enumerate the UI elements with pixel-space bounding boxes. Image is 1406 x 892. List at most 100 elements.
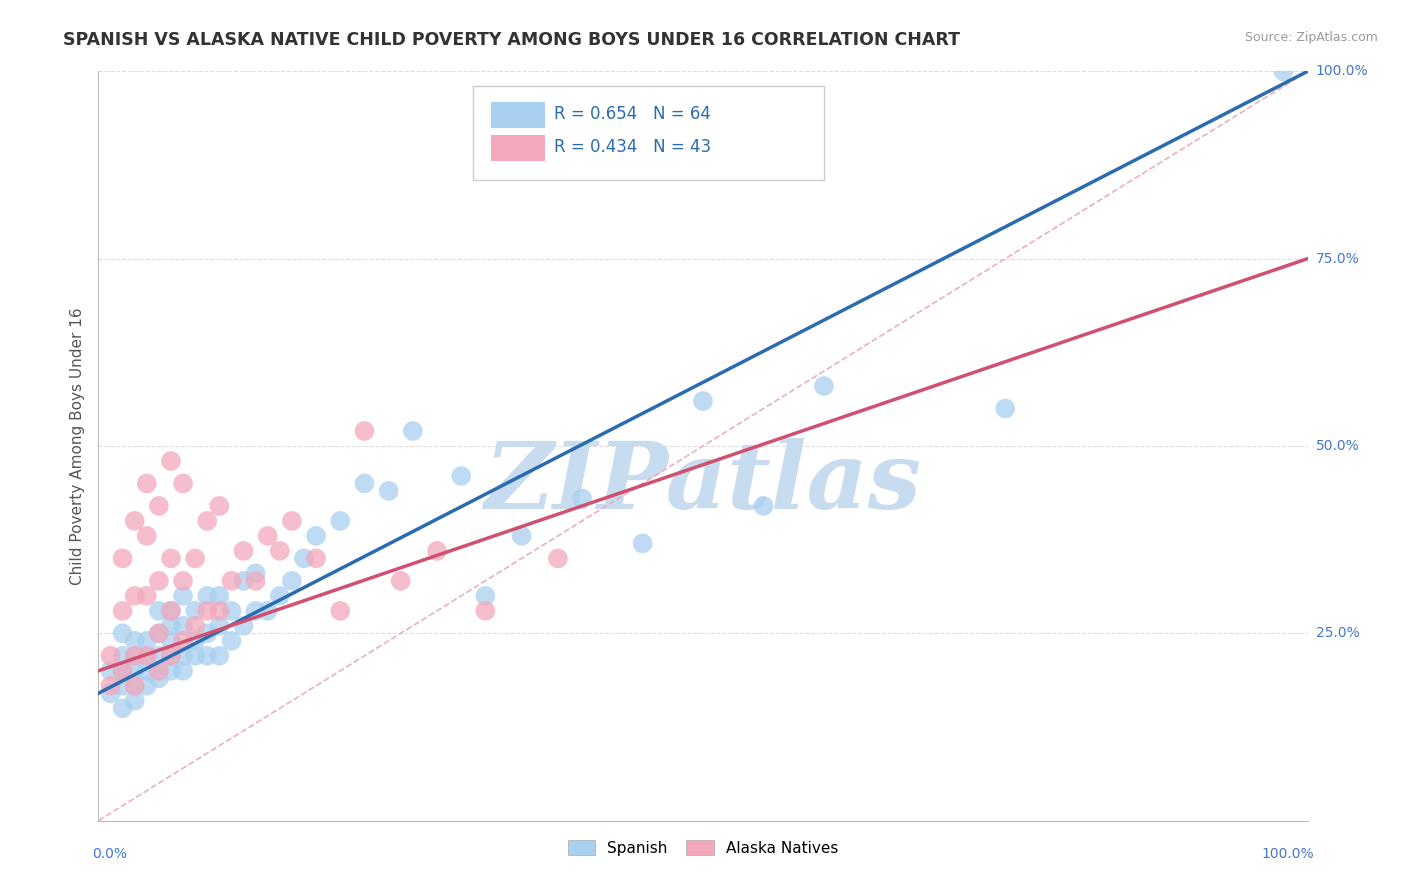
Point — [353, 424, 375, 438]
Point — [305, 551, 328, 566]
Text: Source: ZipAtlas.com: Source: ZipAtlas.com — [1244, 31, 1378, 45]
Point — [160, 648, 183, 663]
Point — [111, 551, 134, 566]
Point — [160, 604, 183, 618]
Point — [148, 664, 170, 678]
Text: 0.0%: 0.0% — [93, 847, 128, 861]
Point — [111, 701, 134, 715]
Point — [100, 686, 122, 700]
Point — [135, 679, 157, 693]
Point — [148, 671, 170, 685]
Point — [148, 604, 170, 618]
Point — [172, 476, 194, 491]
Point — [111, 664, 134, 678]
Point — [208, 648, 231, 663]
Point — [111, 648, 134, 663]
Point — [269, 589, 291, 603]
Point — [195, 514, 218, 528]
Point — [510, 529, 533, 543]
Text: SPANISH VS ALASKA NATIVE CHILD POVERTY AMONG BOYS UNDER 16 CORRELATION CHART: SPANISH VS ALASKA NATIVE CHILD POVERTY A… — [63, 31, 960, 49]
Point — [135, 633, 157, 648]
Point — [377, 483, 399, 498]
Point — [160, 664, 183, 678]
Text: ZIPatlas: ZIPatlas — [485, 439, 921, 528]
Point — [148, 664, 170, 678]
Point — [195, 589, 218, 603]
Point — [208, 619, 231, 633]
Legend: Spanish, Alaska Natives: Spanish, Alaska Natives — [561, 833, 845, 862]
Point — [305, 529, 328, 543]
Point — [221, 574, 243, 588]
Point — [111, 604, 134, 618]
Point — [148, 626, 170, 640]
Point — [124, 664, 146, 678]
Text: 100.0%: 100.0% — [1316, 64, 1368, 78]
Point — [111, 664, 134, 678]
Point — [160, 604, 183, 618]
Point — [124, 648, 146, 663]
Point — [124, 694, 146, 708]
Point — [148, 648, 170, 663]
Point — [124, 589, 146, 603]
Point — [160, 551, 183, 566]
Point — [100, 664, 122, 678]
Point — [221, 633, 243, 648]
Point — [172, 633, 194, 648]
Point — [292, 551, 315, 566]
Text: 75.0%: 75.0% — [1316, 252, 1360, 266]
Point — [245, 574, 267, 588]
Point — [329, 514, 352, 528]
Point — [124, 679, 146, 693]
Point — [184, 619, 207, 633]
Point — [124, 514, 146, 528]
Point — [195, 626, 218, 640]
FancyBboxPatch shape — [492, 135, 544, 161]
Point — [281, 514, 304, 528]
Point — [160, 619, 183, 633]
Point — [148, 626, 170, 640]
Point — [752, 499, 775, 513]
Point — [256, 529, 278, 543]
Point — [124, 633, 146, 648]
Point — [135, 648, 157, 663]
Point — [135, 589, 157, 603]
Point — [547, 551, 569, 566]
Point — [111, 626, 134, 640]
Point — [160, 648, 183, 663]
Point — [184, 633, 207, 648]
Point — [172, 574, 194, 588]
Point — [1272, 64, 1295, 78]
Point — [631, 536, 654, 550]
Point — [148, 574, 170, 588]
Point — [232, 574, 254, 588]
Point — [172, 648, 194, 663]
Point — [160, 454, 183, 468]
Point — [571, 491, 593, 506]
Point — [124, 648, 146, 663]
Point — [195, 604, 218, 618]
Text: R = 0.654   N = 64: R = 0.654 N = 64 — [554, 105, 711, 123]
Text: 25.0%: 25.0% — [1316, 626, 1360, 640]
Point — [111, 679, 134, 693]
Point — [256, 604, 278, 618]
Point — [184, 648, 207, 663]
Point — [208, 604, 231, 618]
Point — [124, 679, 146, 693]
Point — [100, 648, 122, 663]
Point — [269, 544, 291, 558]
Point — [148, 499, 170, 513]
Point — [402, 424, 425, 438]
Point — [245, 604, 267, 618]
Point — [329, 604, 352, 618]
Text: 50.0%: 50.0% — [1316, 439, 1360, 453]
Point — [232, 619, 254, 633]
Text: R = 0.434   N = 43: R = 0.434 N = 43 — [554, 138, 711, 156]
Point — [100, 679, 122, 693]
Point — [160, 633, 183, 648]
Point — [208, 499, 231, 513]
Point — [389, 574, 412, 588]
Point — [281, 574, 304, 588]
Point — [135, 664, 157, 678]
Point — [184, 551, 207, 566]
FancyBboxPatch shape — [492, 102, 544, 128]
